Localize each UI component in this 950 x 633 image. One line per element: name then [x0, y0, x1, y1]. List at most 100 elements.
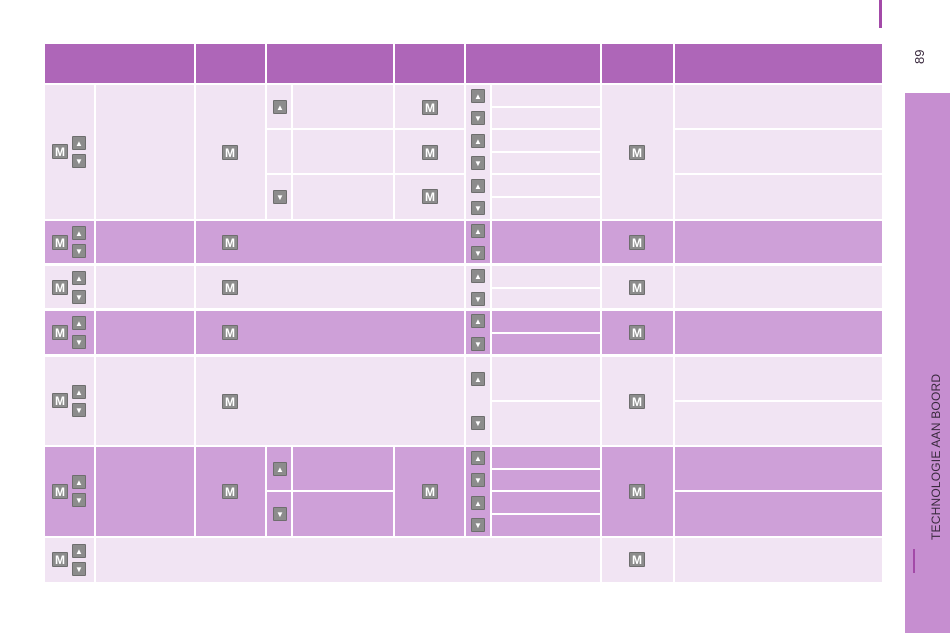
- m-key-icon: M: [422, 145, 438, 160]
- down-arrow-key-icon: ▼: [471, 473, 485, 487]
- section-tab: [905, 93, 950, 633]
- up-arrow-key-icon: ▲: [72, 544, 86, 558]
- m-key-icon: M: [629, 394, 645, 409]
- group6-desc-2: [675, 492, 882, 536]
- m-key-icon: M: [52, 235, 68, 250]
- group1-desc-2: [675, 130, 882, 173]
- m-key-icon: M: [629, 280, 645, 295]
- header-cell-4: [395, 44, 464, 83]
- down-arrow-key-icon: ▼: [471, 416, 485, 430]
- up-arrow-key-icon: ▲: [471, 314, 485, 328]
- header-cell-7: [675, 44, 882, 83]
- header-cell-6: [602, 44, 673, 83]
- group3-desc: [675, 266, 882, 308]
- group2-desc: [675, 221, 882, 263]
- up-arrow-key-icon: ▲: [471, 179, 485, 193]
- group6-name-cell: [96, 447, 194, 536]
- group1-val-3: [492, 130, 600, 151]
- group3-val-1: [492, 266, 600, 287]
- header-cell-3: [267, 44, 393, 83]
- group3-name-cell: [96, 266, 194, 308]
- group2-mode-cell: [196, 221, 464, 263]
- section-title: TECHNOLOGIE AAN BOORD: [929, 373, 943, 540]
- group1-desc-3: [675, 175, 882, 219]
- group5-val-1: [492, 357, 600, 400]
- group6-desc-1: [675, 447, 882, 490]
- group1-val-6: [492, 198, 600, 219]
- group5-mode-cell: [196, 357, 464, 445]
- group1-sub3-label-cell: [293, 175, 393, 219]
- header-cell-2: [196, 44, 265, 83]
- down-arrow-key-icon: ▼: [471, 292, 485, 306]
- down-arrow-key-icon: ▼: [471, 518, 485, 532]
- up-arrow-key-icon: ▲: [273, 462, 287, 476]
- m-key-icon: M: [629, 145, 645, 160]
- m-key-icon: M: [222, 484, 238, 499]
- header-cell-5: [466, 44, 600, 83]
- group7-desc: [675, 538, 882, 582]
- group4-val-2: [492, 334, 600, 354]
- up-arrow-key-icon: ▲: [471, 496, 485, 510]
- group3-val-2: [492, 289, 600, 308]
- m-key-icon: M: [222, 145, 238, 160]
- up-arrow-key-icon: ▲: [471, 134, 485, 148]
- group1-val-2: [492, 108, 600, 128]
- m-key-icon: M: [422, 189, 438, 204]
- up-arrow-key-icon: ▲: [72, 385, 86, 399]
- m-key-icon: M: [629, 325, 645, 340]
- down-arrow-key-icon: ▼: [471, 246, 485, 260]
- group2-val: [492, 221, 600, 263]
- up-arrow-key-icon: ▲: [471, 451, 485, 465]
- m-key-icon: M: [52, 552, 68, 567]
- down-arrow-key-icon: ▼: [471, 201, 485, 215]
- up-arrow-key-icon: ▲: [471, 224, 485, 238]
- group6-val-4: [492, 515, 600, 536]
- up-arrow-key-icon: ▲: [471, 372, 485, 386]
- down-arrow-key-icon: ▼: [72, 290, 86, 304]
- up-arrow-key-icon: ▲: [72, 136, 86, 150]
- group1-arrow-col: [466, 85, 490, 219]
- down-arrow-key-icon: ▼: [471, 111, 485, 125]
- m-key-icon: M: [422, 100, 438, 115]
- m-key-icon: M: [222, 280, 238, 295]
- down-arrow-key-icon: ▼: [72, 335, 86, 349]
- m-key-icon: M: [52, 393, 68, 408]
- m-key-icon: M: [629, 484, 645, 499]
- group1-name-cell: [96, 85, 194, 219]
- down-arrow-key-icon: ▼: [72, 493, 86, 507]
- up-arrow-key-icon: ▲: [273, 100, 287, 114]
- group4-val-1: [492, 311, 600, 332]
- group5-desc-2: [675, 402, 882, 445]
- group5-name-cell: [96, 357, 194, 445]
- group5-desc-1: [675, 357, 882, 400]
- up-arrow-key-icon: ▲: [72, 316, 86, 330]
- up-arrow-key-icon: ▲: [72, 226, 86, 240]
- group5-arrow-col: [466, 357, 490, 445]
- group6-val-3: [492, 492, 600, 513]
- m-key-icon: M: [222, 325, 238, 340]
- down-arrow-key-icon: ▼: [72, 154, 86, 168]
- group1-sub1-label-cell: [293, 85, 393, 128]
- group1-sub2-key-cell: [267, 130, 291, 173]
- group4-mode-cell: [196, 311, 464, 354]
- group1-val-4: [492, 153, 600, 173]
- down-arrow-key-icon: ▼: [471, 337, 485, 351]
- group7-name-cell: [96, 538, 600, 582]
- m-key-icon: M: [222, 394, 238, 409]
- down-arrow-key-icon: ▼: [471, 156, 485, 170]
- group4-desc: [675, 311, 882, 354]
- group1-val-5: [492, 175, 600, 196]
- group1-sub2-label-cell: [293, 130, 393, 173]
- m-key-icon: M: [52, 144, 68, 159]
- m-key-icon: M: [629, 235, 645, 250]
- group1-desc-1: [675, 85, 882, 128]
- m-key-icon: M: [629, 552, 645, 567]
- down-arrow-key-icon: ▼: [273, 190, 287, 204]
- down-arrow-key-icon: ▼: [72, 244, 86, 258]
- up-arrow-key-icon: ▲: [471, 89, 485, 103]
- group6-sub2-label-cell: [293, 492, 393, 536]
- up-arrow-key-icon: ▲: [72, 475, 86, 489]
- down-arrow-key-icon: ▼: [273, 507, 287, 521]
- group6-sub1-label-cell: [293, 447, 393, 490]
- m-key-icon: M: [52, 484, 68, 499]
